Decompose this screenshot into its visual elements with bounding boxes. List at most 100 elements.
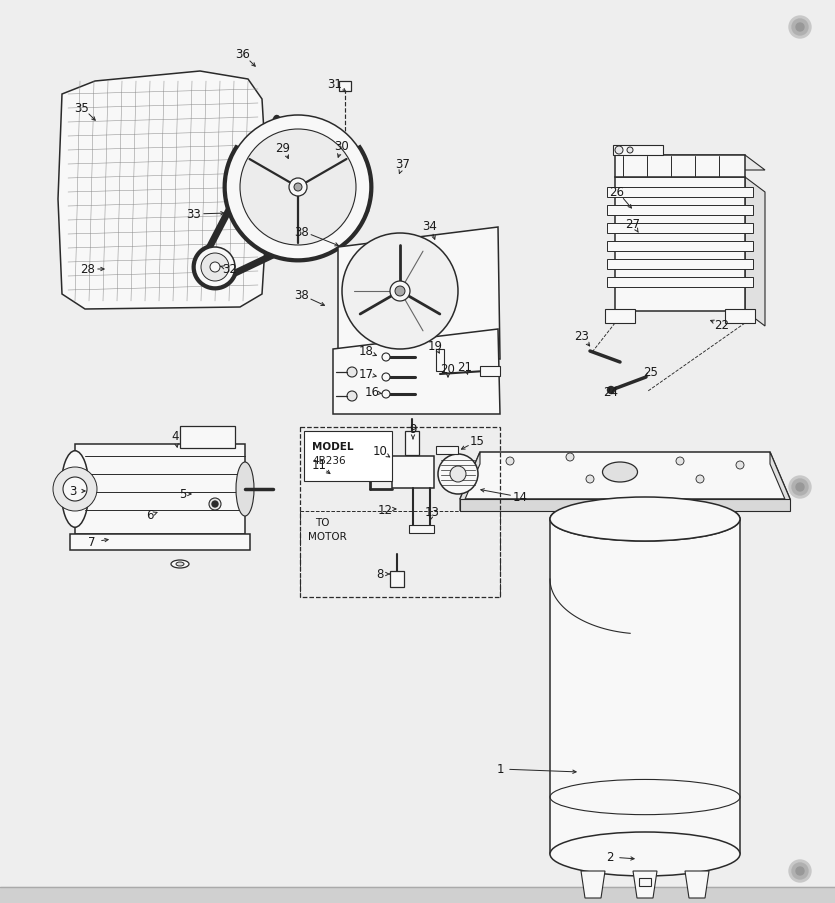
Text: 22: 22 [715, 319, 730, 332]
Ellipse shape [603, 462, 637, 482]
Circle shape [212, 501, 218, 507]
Bar [436, 446, 458, 454]
Circle shape [450, 467, 466, 482]
Text: MODEL: MODEL [312, 442, 353, 452]
Bar [409, 526, 434, 534]
Text: 25: 25 [644, 366, 659, 379]
Bar [75, 444, 245, 535]
Polygon shape [615, 178, 745, 312]
Bar [607, 260, 753, 270]
Bar [607, 224, 753, 234]
Text: 2: 2 [606, 851, 614, 863]
Text: 36: 36 [235, 49, 250, 61]
Text: 9: 9 [409, 423, 417, 436]
Circle shape [382, 391, 390, 398]
Text: 30: 30 [335, 139, 349, 153]
Circle shape [796, 483, 804, 491]
Ellipse shape [550, 498, 740, 542]
Circle shape [382, 374, 390, 382]
Polygon shape [633, 871, 657, 898]
Bar [436, 349, 444, 372]
Text: 19: 19 [428, 340, 443, 353]
Circle shape [792, 20, 808, 36]
Circle shape [226, 116, 370, 260]
Circle shape [201, 254, 229, 282]
Circle shape [608, 387, 615, 394]
Ellipse shape [61, 452, 89, 527]
Bar [300, 427, 500, 598]
Bar [639, 878, 651, 886]
Bar [615, 156, 745, 178]
Text: 20: 20 [441, 363, 455, 376]
Circle shape [240, 130, 356, 246]
Polygon shape [550, 519, 740, 854]
Polygon shape [338, 228, 500, 359]
Text: 34: 34 [423, 219, 438, 232]
Circle shape [294, 184, 302, 191]
Bar [613, 146, 663, 156]
Circle shape [792, 863, 808, 879]
Circle shape [676, 458, 684, 465]
Bar [390, 572, 404, 587]
Text: 7: 7 [89, 535, 96, 549]
Polygon shape [58, 72, 268, 310]
Polygon shape [460, 499, 790, 511]
Ellipse shape [171, 561, 189, 568]
Text: 32: 32 [223, 263, 237, 276]
Circle shape [789, 477, 811, 498]
Circle shape [347, 392, 357, 402]
Circle shape [347, 368, 357, 377]
Ellipse shape [550, 832, 740, 876]
Bar [392, 457, 434, 489]
Polygon shape [460, 452, 790, 499]
Circle shape [696, 476, 704, 483]
Text: 28: 28 [80, 263, 95, 276]
Text: 23: 23 [574, 330, 590, 343]
Text: 8: 8 [377, 568, 384, 581]
Circle shape [627, 148, 633, 154]
Text: 35: 35 [74, 101, 89, 115]
Text: 38: 38 [295, 289, 310, 303]
Bar [607, 206, 753, 216]
Circle shape [289, 179, 307, 197]
Text: 6: 6 [146, 509, 154, 522]
Polygon shape [460, 452, 480, 511]
Text: 4B236: 4B236 [312, 455, 346, 465]
Text: 24: 24 [604, 386, 619, 399]
Bar [70, 535, 250, 551]
Text: 11: 11 [311, 459, 326, 472]
Circle shape [789, 860, 811, 882]
Text: 17: 17 [358, 368, 373, 381]
Circle shape [195, 247, 235, 288]
Circle shape [395, 286, 405, 297]
Text: 29: 29 [276, 142, 291, 154]
Bar [405, 432, 419, 455]
Circle shape [438, 454, 478, 495]
Circle shape [615, 147, 623, 154]
Bar [607, 242, 753, 252]
Bar [304, 432, 392, 481]
Circle shape [342, 234, 458, 349]
Text: 27: 27 [625, 219, 640, 231]
Bar [605, 310, 635, 323]
Bar [0, 887, 835, 903]
Text: 38: 38 [295, 225, 310, 238]
Text: 15: 15 [469, 435, 484, 448]
Text: 12: 12 [377, 503, 392, 516]
Circle shape [210, 263, 220, 273]
Circle shape [796, 24, 804, 32]
Circle shape [63, 478, 87, 501]
Text: 21: 21 [458, 361, 473, 374]
Text: 1: 1 [496, 763, 504, 776]
Text: 14: 14 [513, 491, 528, 504]
Bar [339, 82, 351, 92]
Circle shape [796, 867, 804, 875]
Text: 3: 3 [69, 485, 77, 498]
Text: 18: 18 [358, 345, 373, 358]
Circle shape [390, 282, 410, 302]
Bar [480, 367, 500, 377]
Circle shape [382, 354, 390, 361]
Ellipse shape [236, 462, 254, 517]
Bar [607, 278, 753, 288]
Text: 37: 37 [396, 158, 411, 172]
